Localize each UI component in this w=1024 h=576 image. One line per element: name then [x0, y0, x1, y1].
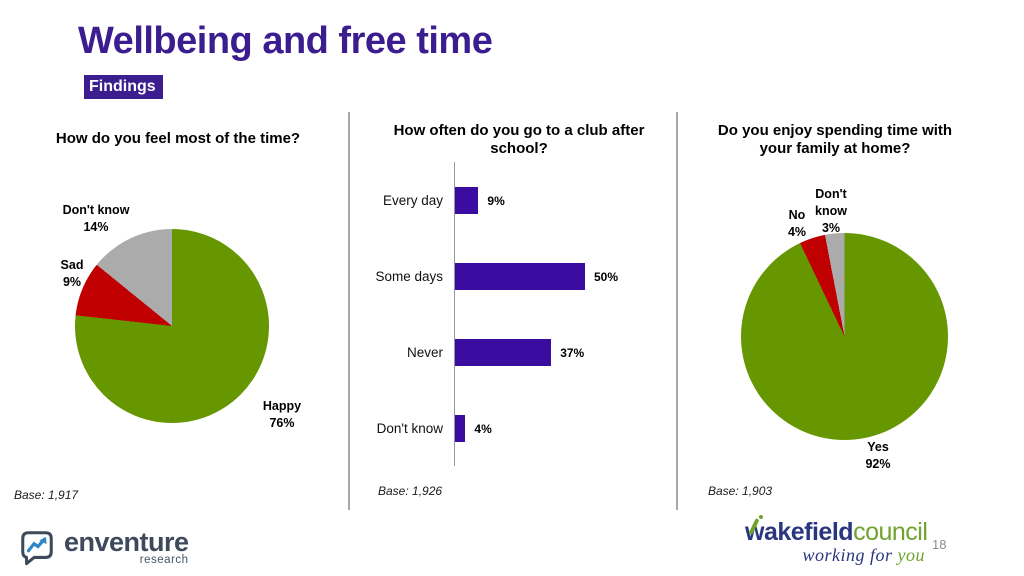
bar-never [455, 339, 552, 366]
enventure-name: enventure [64, 527, 189, 557]
bar-row-some-days: Some days 50% [352, 263, 674, 290]
bar-dont-know [455, 415, 466, 442]
pie-label-yes: Yes 92% [865, 440, 891, 471]
bar-chart-axis [454, 162, 455, 466]
panel-divider-right [676, 112, 678, 510]
base-note-family: Base: 1,903 [708, 484, 773, 498]
bar-category-label: Every day [382, 193, 443, 208]
pie-label-sad: Sad 9% [60, 258, 84, 289]
chart-title-family: Do you enjoy spending time with your fam… [717, 122, 953, 157]
bar-value-label: 9% [487, 193, 505, 208]
bar-row-never: Never 37% [352, 339, 674, 366]
bar-row-dont-know: Don't know 4% [352, 415, 674, 442]
page-number: 18 [932, 537, 947, 552]
enventure-wordmark: enventure research [64, 527, 189, 567]
enventure-logo: enventure research [18, 528, 189, 566]
wakefield-council-logo: wakefieldcouncil working for you [745, 515, 928, 566]
speech-bubble-chart-icon [21, 531, 53, 566]
chart-title-club: How often do you go to a club after scho… [393, 122, 645, 157]
enventure-sub: research [139, 554, 189, 567]
pie-label-dont-know: Don't know 14% [62, 203, 130, 234]
bar-value-label: 4% [474, 421, 492, 436]
pie-chart-family [741, 233, 948, 440]
wakefield-tagline: working for you [802, 545, 925, 566]
base-note-feel: Base: 1,917 [14, 488, 79, 502]
bar-category-label: Don't know [376, 421, 443, 436]
bar-every-day [455, 187, 479, 214]
bar-row-every-day: Every day 9% [352, 187, 674, 214]
base-note-club: Base: 1,926 [378, 484, 443, 498]
pie-label-no: No 4% [787, 208, 807, 239]
slide-title: Wellbeing and free time [78, 20, 493, 62]
bar-category-label: Never [406, 345, 443, 360]
panel-divider-left [348, 112, 350, 510]
pie-label-dont-know: Don't know 3% [815, 187, 847, 235]
wakefield-wordmark: wakefieldcouncil [745, 515, 928, 545]
bar-some-days [455, 263, 585, 290]
chart-title-feel: How do you feel most of the time? [55, 130, 301, 147]
pie-label-happy: Happy 76% [262, 399, 302, 430]
bar-value-label: 50% [594, 269, 619, 284]
findings-badge: Findings [84, 75, 163, 100]
wakefield-tick-dot-icon [759, 515, 763, 519]
pie-chart-feel [75, 229, 269, 423]
bar-value-label: 37% [560, 345, 585, 360]
bar-category-label: Some days [375, 269, 443, 284]
